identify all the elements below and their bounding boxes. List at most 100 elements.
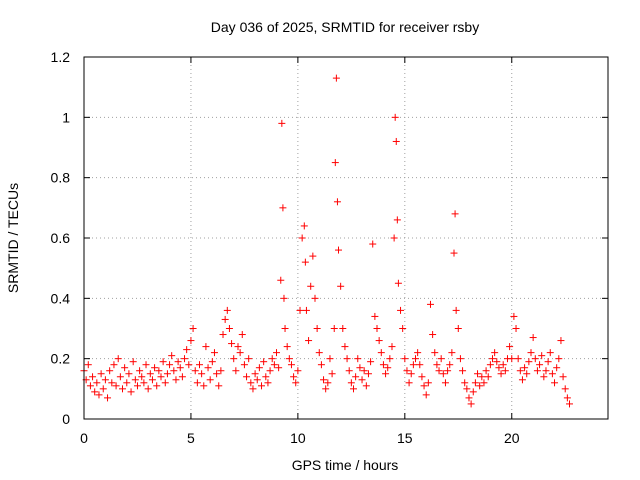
data-point [159, 358, 167, 366]
data-point [163, 370, 171, 378]
data-point [311, 294, 319, 302]
data-point [525, 358, 533, 366]
x-tick-labels: 0 5 10 15 20 [80, 430, 520, 446]
data-point [392, 137, 400, 145]
data-point [187, 337, 195, 345]
data-point [301, 258, 309, 266]
data-point [345, 367, 353, 375]
data-point [127, 388, 135, 396]
data-point [110, 361, 118, 369]
data-point [151, 364, 159, 372]
data-point [225, 325, 233, 332]
data-point [555, 355, 563, 363]
data-point [362, 382, 370, 390]
data-point [146, 370, 154, 378]
data-point [123, 379, 131, 387]
data-point [320, 376, 328, 384]
data-point [84, 361, 92, 369]
data-point [548, 370, 556, 378]
data-point [544, 358, 552, 366]
data-point [138, 373, 146, 381]
data-point [397, 306, 405, 314]
data-point [202, 343, 210, 351]
data-point [420, 382, 428, 390]
data-point [497, 370, 505, 378]
data-point [491, 349, 499, 357]
data-point [416, 361, 424, 369]
data-point [114, 355, 122, 363]
data-point [422, 391, 430, 399]
data-point [243, 373, 251, 381]
data-point [166, 361, 174, 369]
data-point [89, 373, 97, 381]
data-point [536, 361, 544, 369]
data-point [540, 373, 548, 381]
data-point [499, 361, 507, 369]
y-tick-label: 0.6 [51, 230, 71, 246]
data-point [249, 385, 257, 393]
y-tick-label: 1 [62, 109, 70, 125]
data-point [258, 382, 266, 390]
data-point [341, 343, 349, 351]
data-point [444, 367, 452, 375]
data-point [170, 367, 178, 375]
data-point [546, 349, 554, 357]
data-point [206, 376, 214, 384]
data-point [371, 312, 379, 320]
data-point [268, 355, 276, 363]
data-point [379, 361, 387, 369]
data-point [198, 370, 206, 378]
data-point [412, 355, 420, 363]
data-point [531, 355, 539, 363]
data-point [142, 361, 150, 369]
data-point [332, 74, 340, 82]
data-point [236, 349, 244, 357]
x-tick-label: 15 [397, 430, 413, 446]
data-point [234, 343, 242, 351]
data-point [426, 300, 434, 308]
y-tick-label: 0 [62, 411, 70, 427]
data-point [185, 361, 193, 369]
data-point [354, 355, 362, 363]
data-point [469, 388, 477, 396]
plot-frame [83, 56, 609, 420]
data-point [200, 382, 208, 390]
data-point [278, 119, 286, 127]
data-point [405, 379, 413, 387]
data-point [373, 325, 381, 332]
data-point [232, 367, 240, 375]
data-point [482, 367, 490, 375]
data-point [221, 315, 229, 323]
data-point [452, 306, 460, 314]
data-point [424, 379, 432, 387]
data-point [437, 355, 445, 363]
data-point [377, 349, 385, 357]
data-point [478, 373, 486, 381]
data-point [523, 370, 531, 378]
data-point [217, 367, 225, 375]
data-point [382, 370, 390, 378]
data-point [456, 355, 464, 363]
data-point [245, 355, 253, 363]
data-point [260, 358, 268, 366]
data-point [391, 113, 399, 121]
data-point [343, 355, 351, 363]
data-point [527, 349, 535, 357]
data-point [454, 325, 462, 332]
data-point [195, 361, 203, 369]
data-point [108, 379, 116, 387]
data-point [279, 204, 287, 212]
data-point [193, 379, 201, 387]
data-point [561, 385, 569, 393]
data-point [446, 361, 454, 369]
data-point [230, 355, 238, 363]
data-point [418, 373, 426, 381]
data-point [302, 306, 310, 314]
data-point [433, 361, 441, 369]
data-point [518, 376, 526, 384]
data-point [441, 379, 449, 387]
data-point [133, 382, 141, 390]
y-axis-label: SRMTID / TECUs [5, 183, 21, 293]
data-point [104, 394, 112, 402]
data-point [367, 358, 375, 366]
